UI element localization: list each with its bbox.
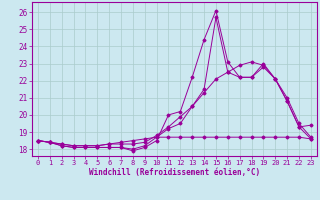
X-axis label: Windchill (Refroidissement éolien,°C): Windchill (Refroidissement éolien,°C) [89,168,260,177]
